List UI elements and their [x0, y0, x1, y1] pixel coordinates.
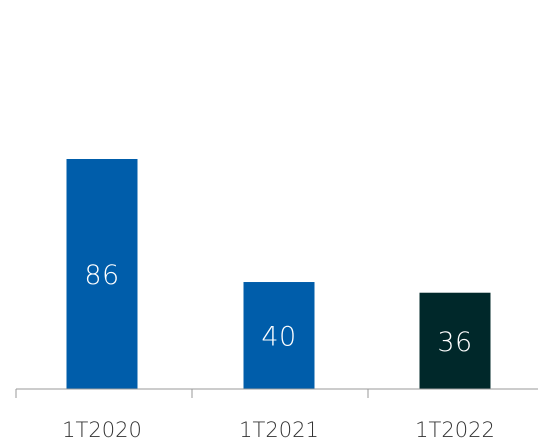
bars-group	[66, 159, 491, 389]
bar-value-label: 36	[437, 327, 472, 358]
bar-value-label: 86	[84, 260, 119, 291]
x-axis-ticks	[15, 389, 369, 398]
x-tick-labels-group: 1T2020 1T2021 1T2022	[62, 418, 495, 441]
bar-value-label: 40	[261, 322, 296, 353]
x-tick-label: 1T2020	[62, 418, 142, 441]
bar-1T2022	[419, 292, 491, 389]
x-tick-label: 1T2022	[415, 418, 495, 441]
bar-1T2021	[243, 282, 315, 389]
x-tick-label: 1T2021	[239, 418, 319, 441]
bar-1T2020	[66, 159, 138, 389]
data-labels-group: 86 40 36	[84, 260, 472, 358]
